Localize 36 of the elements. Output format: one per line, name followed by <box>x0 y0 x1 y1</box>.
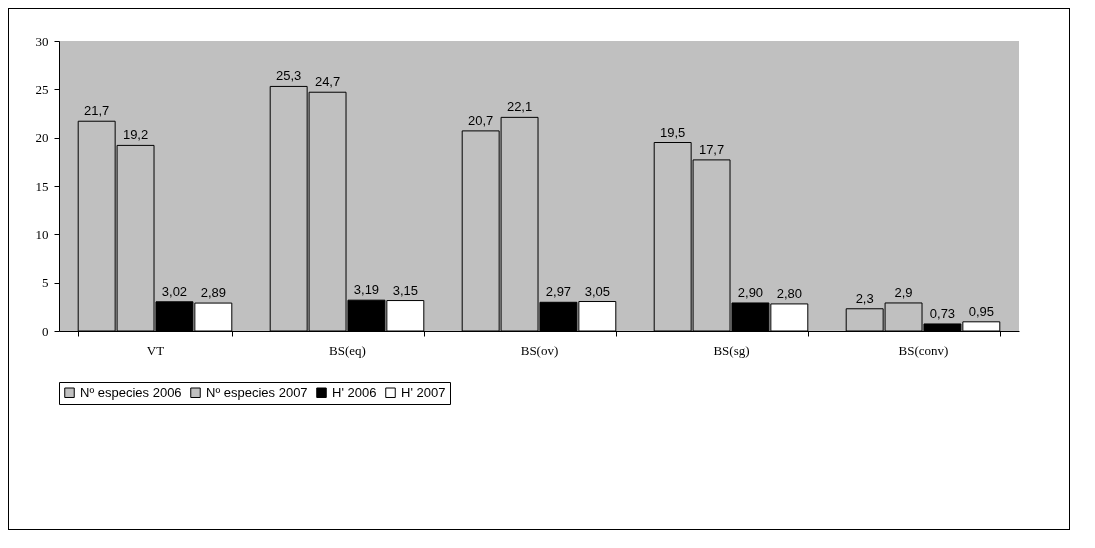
data-label: 0,73 <box>929 305 956 321</box>
data-label: 2,3 <box>855 290 874 306</box>
data-label: 25,3 <box>276 68 302 84</box>
data-label: 3,02 <box>161 283 188 299</box>
legend-label: H' 2006 <box>332 384 377 400</box>
x-tick-label: BS(sg) <box>713 342 750 358</box>
legend-label: Nº especies 2006 <box>80 384 182 400</box>
y-tick-label: 0 <box>42 323 49 339</box>
data-label: 20,7 <box>468 112 494 128</box>
x-tick-label: BS(conv) <box>898 342 949 358</box>
data-label: 2,89 <box>200 285 226 301</box>
x-tick-label: BS(ov) <box>520 342 559 358</box>
x-tick-label: VT <box>146 342 165 358</box>
data-label: 2,97 <box>545 284 572 300</box>
data-label: 2,9 <box>894 284 913 300</box>
y-tick-label: 30 <box>35 33 49 49</box>
y-tick-label: 15 <box>35 178 49 194</box>
data-label: 3,05 <box>584 283 610 299</box>
data-label: 2,80 <box>776 285 802 301</box>
y-tick-label: 10 <box>35 226 49 242</box>
data-label: 3,15 <box>392 282 418 298</box>
data-label: 19,2 <box>122 127 149 143</box>
legend-label: Nº especies 2007 <box>206 384 308 400</box>
y-tick-label: 5 <box>42 275 49 291</box>
y-tick-label: 20 <box>35 130 49 146</box>
data-label: 19,5 <box>660 124 686 140</box>
data-label: 24,7 <box>314 74 341 90</box>
data-label: 2,90 <box>737 284 764 300</box>
y-tick-label: 25 <box>35 81 49 97</box>
x-tick-label: BS(eq) <box>329 342 366 358</box>
data-label: 3,19 <box>353 282 380 298</box>
data-label: 21,7 <box>84 103 110 119</box>
data-label: 17,7 <box>698 141 725 157</box>
data-label: 0,95 <box>968 303 994 319</box>
data-label: 22,1 <box>506 99 533 115</box>
legend-label: H' 2007 <box>401 384 446 400</box>
